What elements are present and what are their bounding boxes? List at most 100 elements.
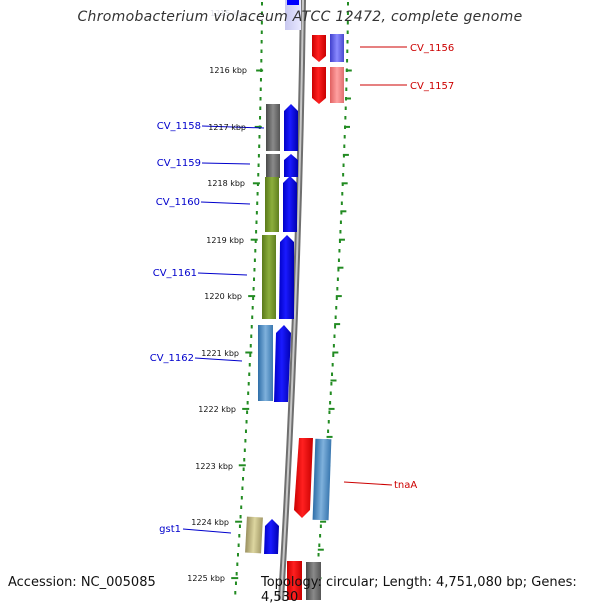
tick-label-1219: 1219 kbp (206, 236, 244, 245)
scale-dot (258, 135, 261, 139)
scale-dot (251, 306, 254, 310)
scale-dot (319, 524, 322, 528)
scale-dot (343, 144, 346, 148)
scale-dot (244, 439, 247, 443)
scale-dot (255, 230, 258, 234)
scale-dot (327, 429, 330, 433)
faded-tick-label: 1215 kbp (210, 9, 248, 18)
gene-label-lines (182, 46, 407, 534)
gene-label-cv-1157: CV_1157 (410, 81, 454, 92)
scale-dot (246, 410, 249, 414)
scale-dot (318, 543, 321, 547)
scale-dot (243, 458, 246, 462)
gene-cog-cv-1161 (262, 235, 276, 319)
gene-arrow-cv-1156 (312, 35, 326, 62)
scale-dot (235, 572, 238, 576)
label-line-cv-1161 (197, 272, 248, 276)
scale-dot (259, 106, 262, 110)
gene-cog-cv-1158 (266, 104, 280, 151)
scale-dot (260, 49, 263, 53)
scale-dot (327, 420, 330, 424)
gene-partial-bottom-gray (306, 562, 321, 600)
scale-dot (253, 268, 256, 272)
scale-ring-left (234, 2, 263, 595)
scale-dot (340, 211, 343, 215)
scale-dot (346, 30, 349, 34)
scale-dot (334, 325, 337, 329)
topology-text: Topology: circular; Length: 4,751,080 bp… (261, 575, 577, 605)
scale-dot (242, 477, 245, 481)
gene-cog-tnaa (312, 438, 332, 521)
scale-dot (257, 163, 260, 167)
genome-title: Chromobacterium violaceum ATCC 12472, co… (77, 9, 523, 25)
scale-dot (255, 220, 258, 224)
scale-dot (238, 534, 241, 538)
scale-dot (253, 258, 256, 262)
gene-labels: CV_1156 CV_1157 CV_1158 CV_1159 CV_1160 … (150, 43, 455, 535)
gene-arrow-cv-1162 (274, 325, 291, 402)
scale-dot (336, 287, 339, 291)
scale-dot (253, 277, 256, 281)
scale-dot (319, 534, 322, 538)
scale-dot (240, 505, 243, 509)
tick-label-1220: 1220 kbp (204, 292, 242, 301)
label-line-cv-1160 (200, 201, 251, 205)
gene-cog-cv-1160 (265, 177, 279, 232)
scale-dot (256, 192, 259, 196)
scale-dot (260, 11, 263, 15)
scale-dot (335, 306, 338, 310)
scale-dot (334, 315, 337, 319)
scale-dot (346, 21, 349, 25)
scale-dot (329, 401, 332, 405)
scale-dot (335, 296, 338, 300)
scale-dot (344, 106, 347, 110)
scale-dot (336, 277, 339, 281)
gene-label-cv-1158: CV_1158 (157, 121, 201, 132)
genome-backbone-highlight (280, 0, 304, 600)
scale-dot (338, 239, 341, 243)
label-line-gst1 (182, 528, 232, 534)
scale-dot (345, 78, 348, 82)
gene-cog-gst1 (245, 516, 263, 554)
gene-arrow-cv-1158 (284, 104, 298, 151)
scale-dot (234, 581, 237, 585)
scale-dot (250, 334, 253, 338)
scale-dot (252, 287, 255, 291)
scale-dot (254, 249, 257, 253)
scale-dot (346, 2, 349, 6)
tick-label-1223: 1223 kbp (195, 462, 233, 471)
gene-cog-cv-1159 (266, 154, 280, 178)
scale-dot (340, 201, 343, 205)
accession-text: Accession: NC_005085 (8, 575, 156, 590)
scale-dot (248, 372, 251, 376)
scale-dot (346, 59, 349, 63)
gene-cog-cv-1162 (258, 325, 273, 401)
scale-dot (247, 382, 250, 386)
gene-arrow-tnaa (294, 438, 313, 518)
scale-dot (242, 467, 245, 471)
scale-dot (339, 230, 342, 234)
scale-dot (247, 391, 250, 395)
scale-dot (331, 363, 334, 367)
gene-features (245, 0, 344, 600)
scale-dot (259, 78, 262, 82)
scale-dot (341, 192, 344, 196)
scale-dot (236, 553, 239, 557)
scale-dot (260, 59, 263, 63)
gene-arrow-cv-1159 (284, 154, 298, 177)
label-line-tnaa (343, 481, 393, 486)
scale-dot (342, 173, 345, 177)
scale-dot (250, 325, 253, 329)
scale-dot (342, 163, 345, 167)
scale-dot (346, 40, 349, 44)
scale-dot (343, 135, 346, 139)
scale-dot (241, 486, 244, 490)
scale-dot (339, 220, 342, 224)
scale-dot (333, 334, 336, 338)
scale-dot (237, 543, 240, 547)
scale-dot (346, 11, 349, 15)
scale-dot (252, 296, 255, 300)
scale-dot (248, 363, 251, 367)
scale-dot (328, 410, 331, 414)
